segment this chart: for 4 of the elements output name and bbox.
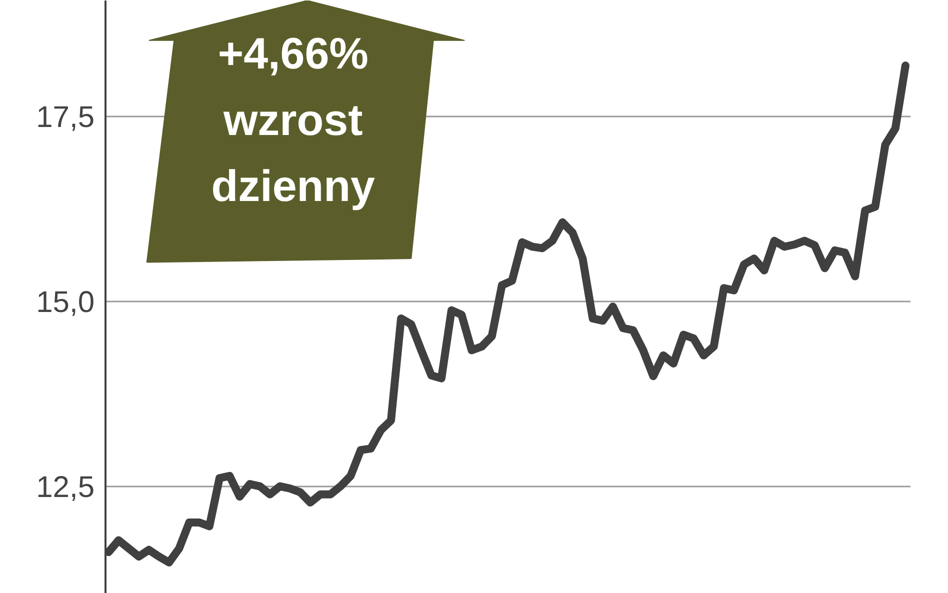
y-tick-label: 12,5 xyxy=(36,470,94,504)
y-tick-label: 15,0 xyxy=(36,286,94,319)
annotation: +4,66% wzrost dzienny xyxy=(211,30,376,211)
y-tick-label: 17,5 xyxy=(36,101,94,134)
